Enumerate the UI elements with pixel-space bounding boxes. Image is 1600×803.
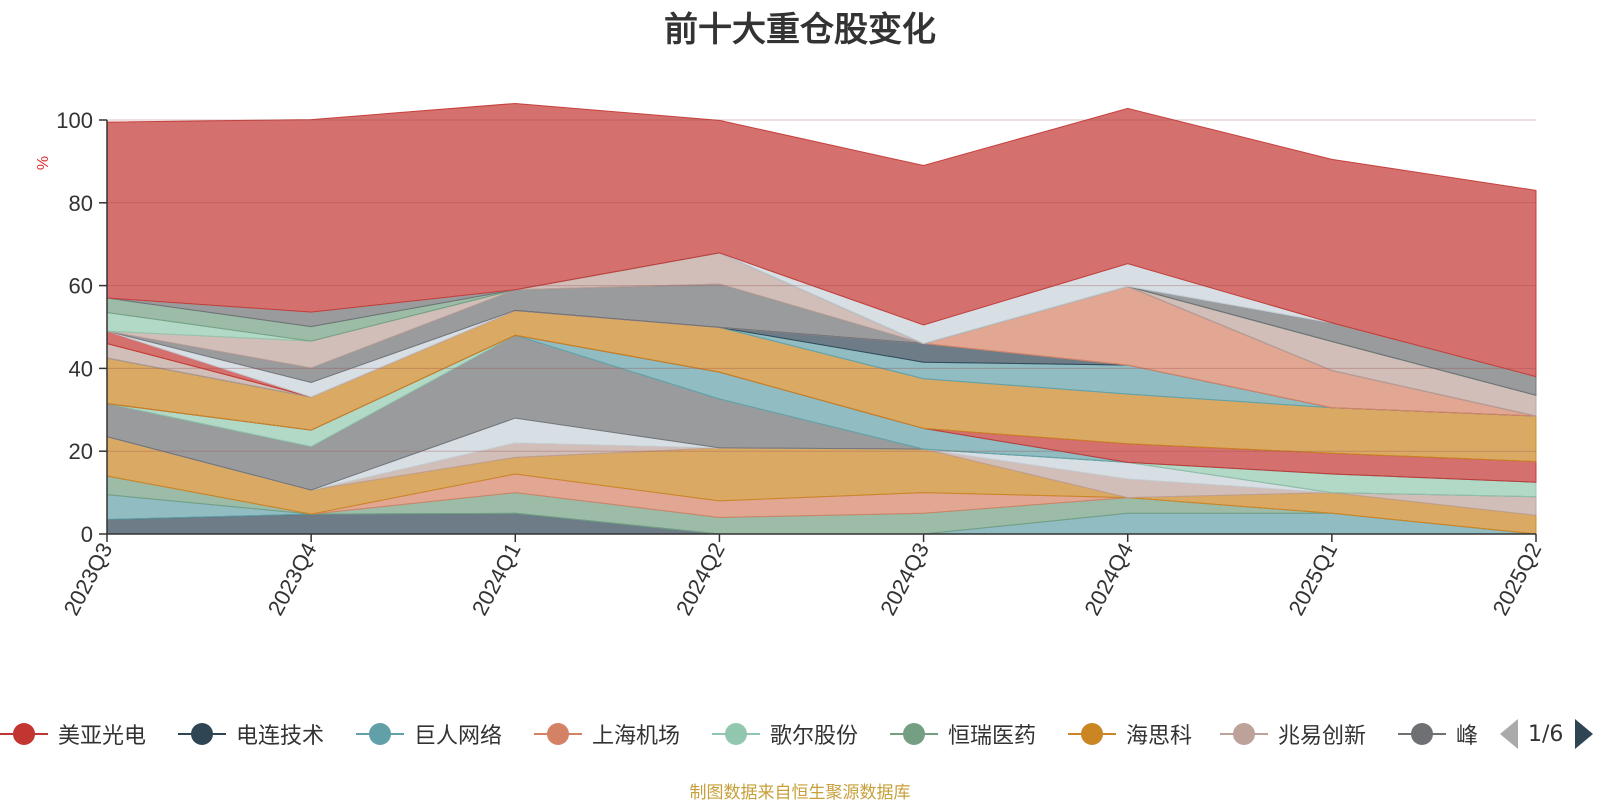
legend-item[interactable]: 美亚光电	[0, 714, 146, 754]
legend-label: 海思科	[1126, 724, 1193, 749]
y-tick-label: 80	[69, 191, 93, 216]
x-tick-label: 2024Q1	[467, 539, 526, 620]
legend-marker-icon	[1220, 720, 1268, 748]
data-source-note: 制图数据来自恒生聚源数据库	[689, 783, 911, 803]
y-tick-label: 60	[69, 274, 93, 299]
stacked-area-layers	[106, 102, 1537, 535]
legend-items-viewport: 美亚光电 电连技术 巨人网络 上海机场 歌尔股份 恒瑞医药 海思科 兆易创新 峰	[0, 714, 1484, 754]
area-layer-26	[106, 102, 1537, 378]
legend-next-page-icon[interactable]	[1575, 719, 1594, 749]
x-tick-label: 2024Q4	[1079, 539, 1138, 620]
legend-item[interactable]: 兆易创新	[1220, 714, 1366, 754]
x-tick-label: 2024Q3	[875, 539, 934, 620]
legend-item[interactable]: 巨人网络	[356, 714, 502, 754]
legend-marker-icon	[534, 720, 582, 748]
legend-item[interactable]: 恒瑞医药	[890, 714, 1036, 754]
legend-item[interactable]: 歌尔股份	[712, 714, 858, 754]
y-tick-label: 100	[56, 108, 93, 133]
y-tick-label: 0	[81, 522, 93, 547]
legend-pager: 1/6	[1500, 714, 1594, 754]
legend-item[interactable]: 海思科	[1068, 714, 1192, 754]
y-tick-label: 40	[69, 356, 93, 381]
x-tick-label: 2023Q3	[59, 539, 118, 620]
legend-marker-icon	[356, 720, 404, 748]
legend-item[interactable]: 电连技术	[178, 714, 324, 754]
legend-marker-icon	[1398, 720, 1446, 748]
y-axis-label: %	[35, 156, 52, 170]
x-tick-label: 2025Q2	[1488, 539, 1547, 620]
legend: 美亚光电 电连技术 巨人网络 上海机场 歌尔股份 恒瑞医药 海思科 兆易创新 峰 1/6	[0, 714, 1600, 754]
legend-marker-icon	[1068, 720, 1116, 748]
legend-marker-icon	[178, 720, 226, 748]
chart-title: 前十大重仓股变化	[664, 10, 936, 50]
legend-label: 恒瑞医药	[948, 724, 1037, 749]
legend-label: 上海机场	[592, 724, 681, 749]
legend-marker-icon	[712, 720, 760, 748]
legend-label: 美亚光电	[58, 724, 147, 749]
legend-label: 兆易创新	[1278, 724, 1367, 749]
legend-page-indicator: 1/6	[1528, 721, 1564, 747]
legend-marker-icon	[890, 720, 938, 748]
legend-item[interactable]: 峰	[1398, 714, 1478, 754]
x-tick-label: 2024Q2	[671, 539, 730, 620]
legend-label: 巨人网络	[414, 724, 503, 749]
x-tick-label: 2023Q4	[263, 539, 322, 620]
y-tick-label: 20	[69, 439, 93, 464]
legend-label: 电连技术	[236, 724, 325, 749]
grid-lines	[107, 119, 1536, 452]
legend-prev-page-icon[interactable]	[1500, 719, 1518, 749]
legend-label: 歌尔股份	[770, 724, 859, 749]
x-tick-label: 2025Q1	[1283, 539, 1342, 620]
legend-marker-icon	[0, 720, 48, 748]
legend-item[interactable]: 上海机场	[534, 714, 680, 754]
legend-label: 峰	[1456, 724, 1479, 749]
